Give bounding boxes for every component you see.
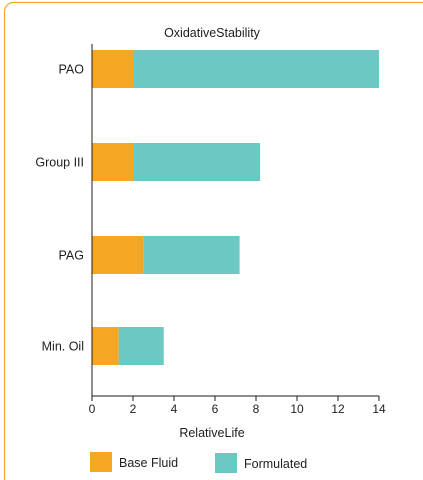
chart-title: OxidativeStability	[164, 26, 261, 40]
x-tick-label: 2	[130, 402, 137, 416]
bars-group	[92, 50, 379, 365]
x-tick-label: 10	[290, 402, 304, 416]
bar-min-oil-formulated	[118, 327, 164, 365]
bar-pao-formulated	[133, 50, 379, 88]
x-tick-label: 4	[171, 402, 178, 416]
category-label-pao: PAO	[59, 63, 85, 77]
legend-swatch-base-fluid	[90, 452, 112, 472]
legend: Base Fluid Formulated	[90, 452, 307, 473]
category-label-min-oil: Min. Oil	[42, 340, 84, 354]
axes	[91, 44, 379, 397]
category-label-pag: PAG	[59, 249, 84, 263]
bar-group-iii-formulated	[133, 143, 261, 181]
category-labels: PAO Group III PAG Min. Oil	[35, 63, 84, 354]
bar-group-iii-base-fluid	[92, 143, 133, 181]
x-tick-label: 8	[253, 402, 260, 416]
x-tick-label: 14	[372, 402, 386, 416]
legend-swatch-formulated	[215, 453, 237, 473]
legend-label-formulated: Formulated	[244, 457, 307, 471]
legend-label-base-fluid: Base Fluid	[119, 456, 178, 470]
bar-pao-base-fluid	[92, 50, 133, 88]
x-tick-label: 12	[331, 402, 345, 416]
bar-min-oil-base-fluid	[92, 327, 119, 365]
x-axis-label: RelativeLife	[179, 426, 244, 440]
x-tick-label: 0	[89, 402, 96, 416]
bar-pag-base-fluid	[92, 236, 144, 274]
x-ticks: 0 2 4 6 8 10 12 14	[89, 396, 386, 416]
x-tick-label: 6	[212, 402, 219, 416]
bar-pag-formulated	[143, 236, 240, 274]
category-label-group-iii: Group III	[35, 156, 84, 170]
